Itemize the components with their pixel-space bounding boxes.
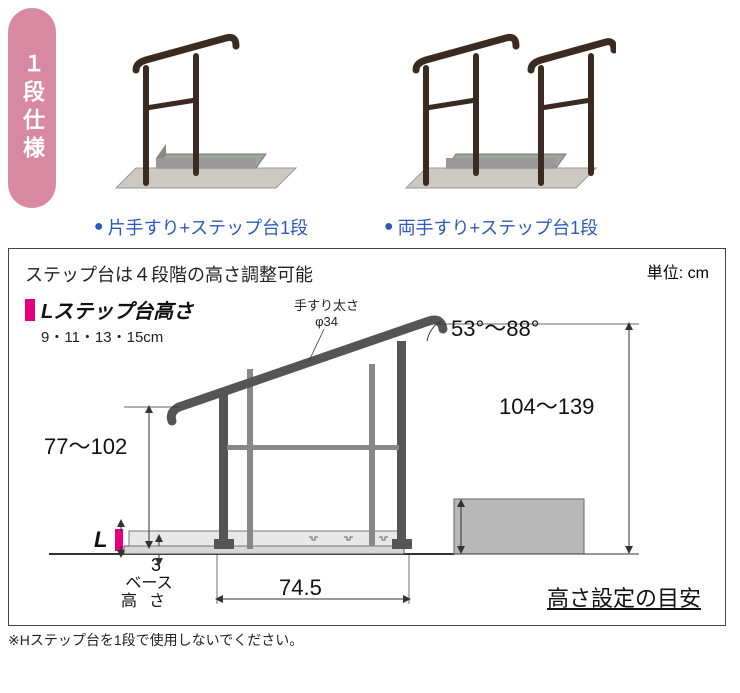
product-single-label: ● 片手すり+ステップ台1段	[94, 214, 308, 240]
spec-tag: １段仕様	[8, 8, 56, 208]
product-double-label: ● 両手すり+ステップ台1段	[384, 214, 598, 240]
product-row: ● 片手すり+ステップ台1段	[76, 8, 732, 240]
product-double-illustration	[366, 8, 616, 208]
product-double: ● 両手すり+ステップ台1段	[366, 8, 616, 240]
bullet-icon: ●	[384, 218, 394, 236]
top-section: １段仕様	[8, 8, 732, 240]
footnote: ※Hステップ台を1段で使用しないでください。	[8, 630, 732, 650]
product-single-text: 片手すり+ステップ台1段	[108, 214, 309, 240]
product-single: ● 片手すり+ステップ台1段	[76, 8, 326, 240]
bullet-icon: ●	[94, 218, 104, 236]
diagram-box: ステップ台は４段階の高さ調整可能 単位: cm Lステップ台高さ 9・11・13…	[8, 248, 726, 626]
product-double-text: 両手すり+ステップ台1段	[398, 214, 599, 240]
diagram-svg	[9, 249, 727, 627]
product-single-illustration	[76, 8, 326, 208]
